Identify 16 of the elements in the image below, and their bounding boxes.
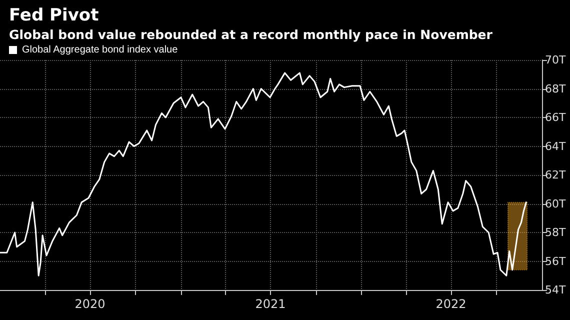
y-tick-label: 66T bbox=[545, 111, 566, 124]
chart-title: Fed Pivot bbox=[9, 6, 99, 26]
legend-label: Global Aggregate bond index value bbox=[22, 44, 178, 56]
chart-subtitle: Global bond value rebounded at a record monthly pace in November bbox=[9, 27, 494, 42]
y-tick-label: 62T bbox=[545, 168, 566, 182]
x-tick-label: 2022 bbox=[436, 297, 466, 311]
y-tick-label: 58T bbox=[545, 226, 566, 239]
y-tick-label: 54T bbox=[545, 284, 566, 296]
y-tick-label: 60T bbox=[545, 197, 566, 210]
line-series bbox=[0, 72, 527, 276]
x-tick-label: 2021 bbox=[255, 297, 286, 311]
y-tick-label: 64T bbox=[545, 140, 566, 153]
y-tick-label: 56T bbox=[545, 254, 566, 268]
x-tick-label: 2020 bbox=[74, 297, 106, 311]
y-tick-label: 68T bbox=[545, 82, 566, 96]
y-tick-label: 70T bbox=[545, 54, 566, 66]
